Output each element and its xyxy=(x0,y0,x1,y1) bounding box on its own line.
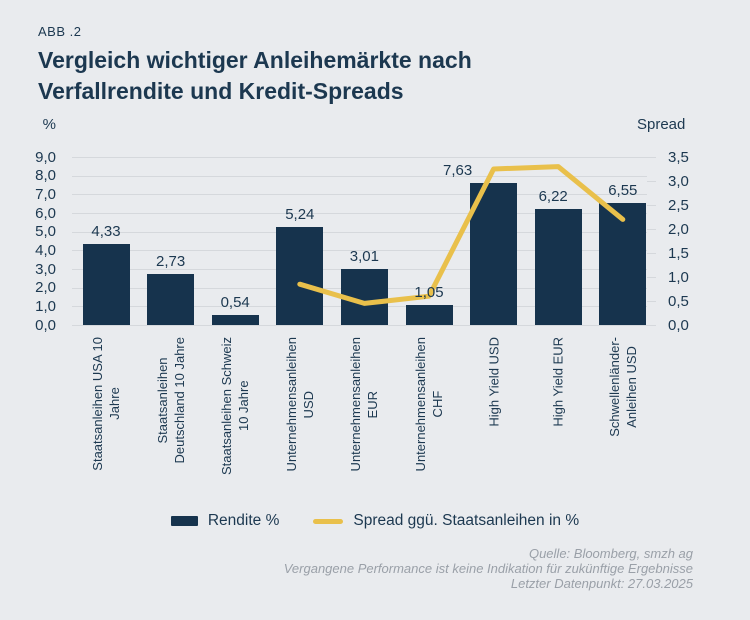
gridline xyxy=(72,157,647,158)
gridline xyxy=(72,213,647,214)
left-axis-tick-label: 4,0 xyxy=(35,241,56,259)
bar-4 xyxy=(276,227,324,325)
left-axis-tick-label: 2,0 xyxy=(35,279,56,297)
bar-value-label: 4,33 xyxy=(91,223,121,241)
category-label: Staatsanleihen Schweiz 10 Jahre xyxy=(219,337,252,476)
right-axis-tick xyxy=(647,229,656,230)
left-axis-title: % xyxy=(42,116,56,133)
plot-area: 4,33 2,73 0,54 5,24 3,01 1,05 7,63 6,22 6,55 xyxy=(72,157,656,326)
bar-2 xyxy=(147,274,195,325)
bar-value-label: 1,05 xyxy=(414,284,444,302)
category-label: Schwellenländer- Anleihen USD xyxy=(606,337,639,437)
bar-value-label: 6,55 xyxy=(608,181,638,199)
bar-value-label: 3,01 xyxy=(349,247,379,265)
bar-6 xyxy=(405,305,453,325)
source-note: Quelle: Bloomberg, smzh ag Vergangene Pe… xyxy=(283,546,693,591)
bar-value-label: 2,73 xyxy=(155,253,186,271)
gridline xyxy=(72,175,647,177)
left-axis-tick-label: 1,0 xyxy=(35,297,56,315)
legend-line-label: Spread ggü. Staatsanleihen in % xyxy=(353,512,580,529)
gridline xyxy=(72,250,647,252)
right-axis-tick xyxy=(647,325,656,326)
bar-1 xyxy=(82,244,130,325)
spread-line xyxy=(297,164,626,306)
right-axis-tick-label: 3,0 xyxy=(668,172,689,190)
right-axis-tick xyxy=(647,157,656,158)
gridline xyxy=(72,231,647,233)
right-axis-tick xyxy=(647,301,656,302)
left-axis-tick-label: 7,0 xyxy=(35,185,56,203)
bar-3 xyxy=(211,314,259,325)
legend-line-swatch xyxy=(313,518,344,524)
bar-value-label: 6,22 xyxy=(538,187,568,205)
figure-number: ABB .2 xyxy=(38,24,82,39)
right-axis-tick-label: 0,0 xyxy=(668,316,689,334)
right-axis-tick-label: 1,5 xyxy=(668,244,689,262)
legend-bar-label: Rendite % xyxy=(207,512,280,529)
right-axis-tick xyxy=(647,181,656,182)
category-label: Staatsanleihen USA 10 Jahre xyxy=(90,337,122,471)
bar-8 xyxy=(534,208,582,325)
left-axis-tick-label: 5,0 xyxy=(35,223,56,241)
bar-value-label: 0,54 xyxy=(220,293,250,311)
chart-title: Vergleich wichtiger Anleihemärkte nach V… xyxy=(38,47,472,104)
right-axis-tick-label: 1,0 xyxy=(668,268,689,286)
bar-value-label: 5,24 xyxy=(285,206,315,224)
category-label: High Yield USD xyxy=(486,337,502,427)
category-label: Unternehmensanleihen CHF xyxy=(413,337,445,472)
right-axis-tick-label: 0,5 xyxy=(668,292,689,310)
spread-line-chart xyxy=(297,164,626,306)
bar-value-label: 7,63 xyxy=(442,161,473,179)
left-axis-tick-label: 8,0 xyxy=(35,167,56,185)
category-label: Unternehmensanleihen EUR xyxy=(348,337,381,472)
right-axis-tick xyxy=(647,253,656,254)
right-axis-tick-label: 2,5 xyxy=(668,196,689,214)
right-axis-tick-label: 3,5 xyxy=(668,148,689,166)
gridline xyxy=(72,194,647,196)
left-axis-tick-label: 9,0 xyxy=(35,148,56,166)
bar-9 xyxy=(599,202,647,325)
category-label: Staatsanleihen Deutschland 10 Jahre xyxy=(154,337,187,464)
left-axis-tick-label: 3,0 xyxy=(35,260,56,278)
category-label: High Yield EUR xyxy=(550,337,566,427)
left-axis-tick-label: 0,0 xyxy=(35,316,56,334)
right-axis-title: Spread xyxy=(637,116,686,133)
legend: Rendite % Spread ggü. Staatsanleihen in … xyxy=(0,512,750,530)
gridline xyxy=(72,325,647,326)
legend-bar-swatch xyxy=(170,516,198,526)
bar-7 xyxy=(470,182,518,325)
right-axis-tick xyxy=(647,277,656,278)
right-axis-tick xyxy=(647,205,656,206)
category-label: Unternehmensanleihen USD xyxy=(283,337,316,472)
left-axis-tick-label: 6,0 xyxy=(35,204,56,222)
right-axis-tick-label: 2,0 xyxy=(668,220,689,238)
